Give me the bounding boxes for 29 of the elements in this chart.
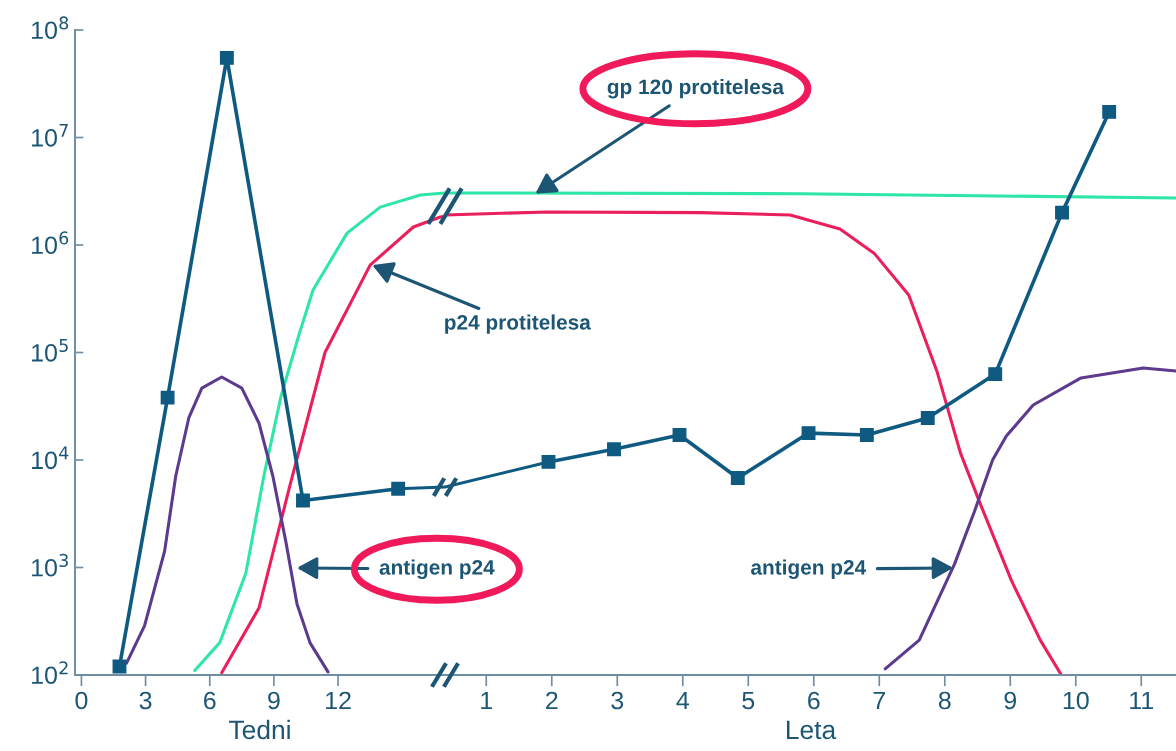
x-tick-label: 3 [139,691,152,710]
x-axis-title: Leta [786,720,837,740]
x-tick-label: 12 [326,691,351,710]
x-tick-label: 1 [481,691,492,710]
annotation: antigen p24 [379,559,495,579]
x-tick-label: 6 [204,691,216,710]
x-tick-label: 0 [75,691,88,710]
x-tick-label: 10 [1063,691,1089,710]
x-axis-title: Tedni [229,719,290,740]
annotation: p24 protitelesa [445,314,591,334]
annotation: gp 120 protitelesa [607,78,785,99]
x-tick-label: 6 [808,691,820,710]
y-tick-label: 10$^{2}$ [32,661,68,685]
y-tick-label: 10$^{5}$ [32,339,68,362]
x-tick-label: 3 [611,691,624,710]
x-tick-label: 5 [742,691,755,710]
annotation: antigen p24 [751,559,867,579]
x-tick-label: 11 [1130,691,1154,710]
x-tick-label: 9 [268,691,280,710]
y-tick-label: 10$^{4}$ [32,446,69,470]
x-tick-label: 7 [873,691,885,710]
y-tick-label: 10$^{3}$ [32,553,68,577]
y-tick-label: 10$^{6}$ [32,231,69,255]
x-tick-label: 8 [938,691,951,710]
x-tick-label: 9 [1004,691,1017,710]
x-tick-label: 2 [546,691,558,710]
x-tick-label: 4 [676,691,689,710]
y-tick-label: 10$^{8}$ [32,16,69,40]
y-tick-label: 10$^{7}$ [32,124,68,147]
